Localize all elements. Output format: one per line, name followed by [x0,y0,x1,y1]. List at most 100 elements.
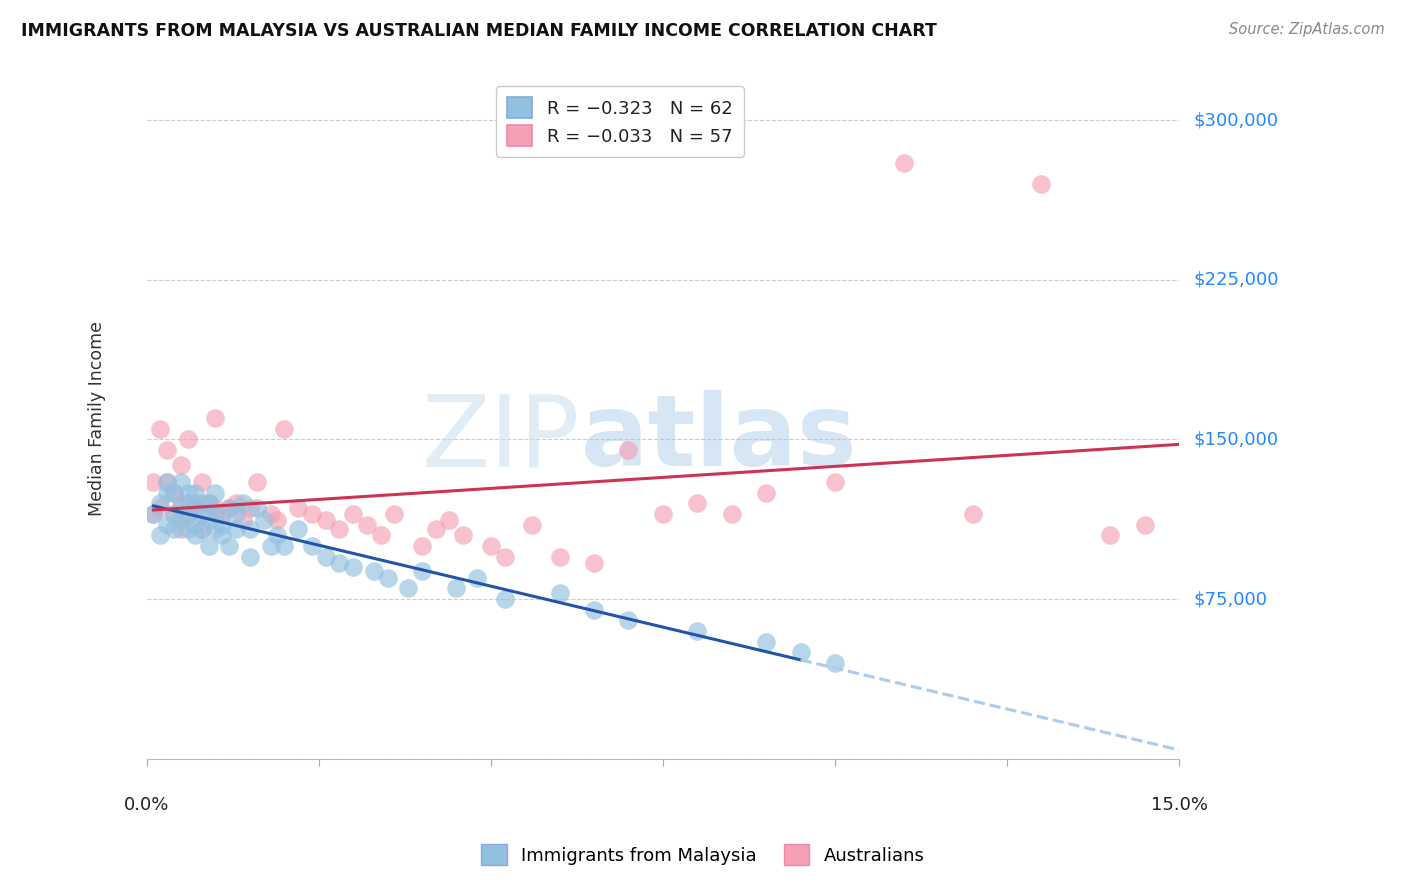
Point [259,507,281,521]
Point [232,513,254,527]
Point [239,522,262,536]
Point [451,528,474,542]
Point [342,560,364,574]
Point [184,500,207,515]
Text: atlas: atlas [581,390,856,487]
Text: Median Family Income: Median Family Income [89,320,105,516]
Text: 15.0%: 15.0% [1150,797,1208,814]
Point [686,496,709,510]
Point [315,549,337,564]
Point [651,507,673,521]
Point [328,522,350,536]
Point [211,507,233,521]
Point [252,513,274,527]
Point [520,517,543,532]
Point [266,513,288,527]
Point [425,522,447,536]
Point [170,522,193,536]
Point [225,507,247,521]
Point [190,522,212,536]
Point [789,645,811,659]
Point [582,556,605,570]
Point [218,500,240,515]
Point [177,485,200,500]
Point [356,517,378,532]
Point [411,539,433,553]
Point [548,585,571,599]
Point [232,496,254,510]
Point [190,475,212,489]
Point [218,500,240,515]
Point [197,496,219,510]
Legend: R = −0.323   N = 62, R = −0.033   N = 57: R = −0.323 N = 62, R = −0.033 N = 57 [496,87,744,157]
Point [184,485,207,500]
Point [548,549,571,564]
Text: ZIP: ZIP [422,390,581,487]
Point [156,475,179,489]
Point [582,603,605,617]
Text: 0.0%: 0.0% [124,797,169,814]
Point [494,592,516,607]
Point [170,458,193,472]
Point [755,634,778,648]
Point [142,507,165,521]
Text: $300,000: $300,000 [1194,111,1278,129]
Point [204,485,226,500]
Point [824,656,846,670]
Point [301,539,323,553]
Point [163,522,186,536]
Point [177,522,200,536]
Point [177,496,200,510]
Point [204,522,226,536]
Point [370,528,392,542]
Point [617,613,640,627]
Point [225,522,247,536]
Point [363,565,385,579]
Point [204,411,226,425]
Point [149,528,172,542]
Point [824,475,846,489]
Point [225,496,247,510]
Point [465,571,488,585]
Point [301,507,323,521]
Point [494,549,516,564]
Point [190,522,212,536]
Point [259,539,281,553]
Point [1099,528,1122,542]
Point [239,549,262,564]
Point [720,507,742,521]
Point [184,517,207,532]
Point [142,475,165,489]
Point [197,539,219,553]
Point [617,443,640,458]
Point [163,485,186,500]
Point [184,496,207,510]
Point [149,422,172,436]
Point [184,500,207,515]
Point [177,507,200,521]
Point [377,571,399,585]
Point [686,624,709,638]
Point [1133,517,1156,532]
Point [218,539,240,553]
Point [170,500,193,515]
Point [396,582,419,596]
Point [190,496,212,510]
Point [149,500,172,515]
Text: $225,000: $225,000 [1194,270,1278,289]
Point [184,528,207,542]
Point [446,582,468,596]
Point [287,500,309,515]
Point [246,500,269,515]
Point [190,507,212,521]
Point [315,513,337,527]
Point [170,513,193,527]
Legend: Immigrants from Malaysia, Australians: Immigrants from Malaysia, Australians [474,837,932,872]
Text: $75,000: $75,000 [1194,591,1267,608]
Point [177,433,200,447]
Point [384,507,406,521]
Point [211,517,233,532]
Point [197,496,219,510]
Text: $150,000: $150,000 [1194,431,1278,449]
Point [149,496,172,510]
